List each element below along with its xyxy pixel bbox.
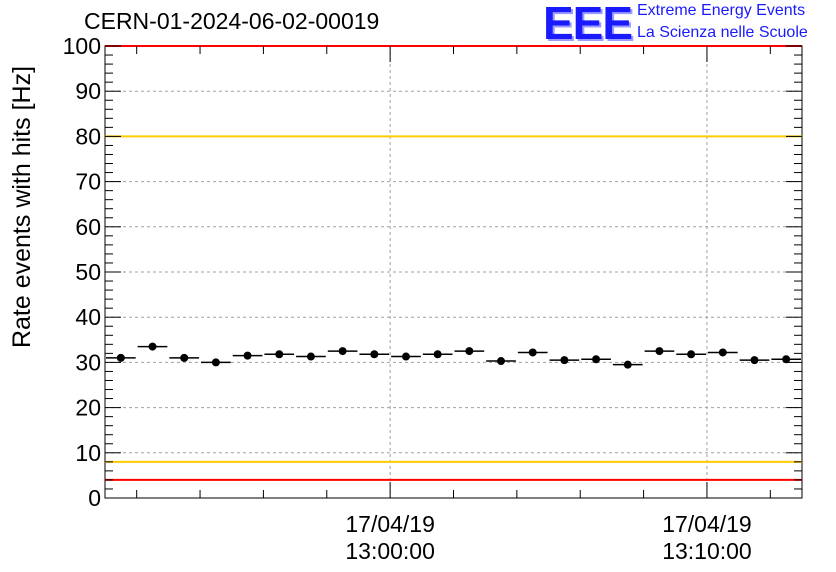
data-point (370, 350, 379, 359)
x-tick-label-date: 17/04/19 (345, 511, 435, 537)
data-point (623, 360, 632, 369)
data-point (116, 353, 125, 362)
data-points (106, 342, 801, 369)
y-tick-label: 70 (75, 169, 101, 195)
y-tick-label: 90 (75, 78, 101, 104)
data-point (687, 350, 696, 359)
y-tick-label: 20 (75, 395, 101, 421)
grid-lines (105, 46, 802, 498)
y-axis: 0 10 20 30 40 50 60 70 80 90 100 (63, 33, 802, 511)
x-tick-label-time: 13:10:00 (662, 538, 752, 564)
data-point (782, 355, 791, 364)
chart-title: CERN-01-2024-06-02-00019 (84, 8, 380, 34)
y-tick-label: 100 (63, 33, 101, 59)
data-point (718, 348, 727, 357)
data-point (465, 347, 474, 356)
reference-lines (105, 45, 802, 481)
y-tick-label: 50 (75, 259, 101, 285)
data-point (560, 356, 569, 365)
data-point (750, 356, 759, 365)
data-point (655, 347, 664, 356)
y-tick-label: 10 (75, 440, 101, 466)
data-point (338, 347, 347, 356)
y-tick-label: 60 (75, 214, 101, 240)
x-tick-label-time: 13:00:00 (345, 538, 435, 564)
data-point (433, 350, 442, 359)
y-tick-label: 80 (75, 123, 101, 149)
data-point (528, 348, 537, 357)
data-point (180, 353, 189, 362)
x-tick-label-date: 17/04/19 (662, 511, 752, 537)
y-tick-label: 30 (75, 349, 101, 375)
data-point (148, 342, 157, 351)
eee-logo: EEE (543, 0, 633, 49)
data-point (497, 357, 506, 366)
y-axis-label: Rate events with hits [Hz] (8, 66, 36, 348)
data-point (243, 351, 252, 360)
logo-line-2: La Scienza nelle Scuole (637, 24, 808, 41)
data-point (275, 350, 284, 359)
data-point (592, 355, 601, 364)
data-point (401, 352, 410, 361)
y-tick-label: 40 (75, 304, 101, 330)
data-point (306, 352, 315, 361)
y-tick-label: 0 (88, 485, 101, 511)
data-point (211, 358, 220, 367)
logo-line-1: Extreme Energy Events (637, 2, 806, 19)
